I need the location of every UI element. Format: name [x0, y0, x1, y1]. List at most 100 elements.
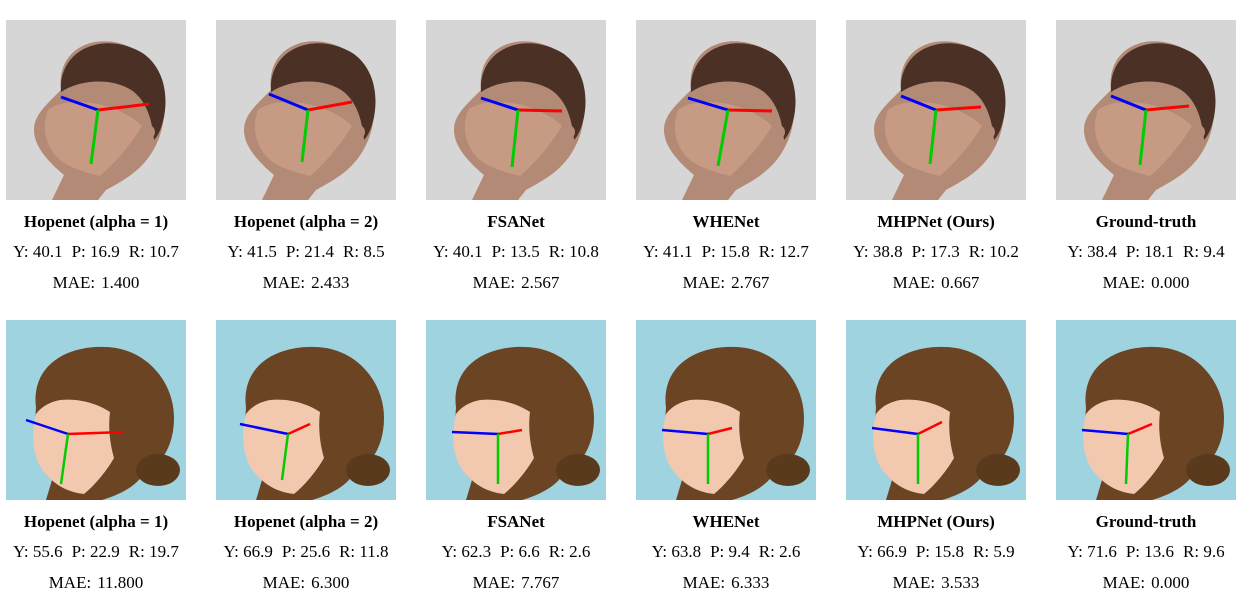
mae-readout: MAE: 0.000 — [1041, 273, 1241, 293]
mae-readout: MAE: 2.767 — [621, 273, 831, 293]
angle-readout: Y: 55.6 P: 22.9 R: 19.7 — [0, 542, 201, 562]
pitch-value: P: 16.9 — [71, 242, 120, 261]
pitch-value: P: 25.6 — [281, 542, 331, 561]
mae-readout: MAE: 1.400 — [0, 273, 201, 293]
mae-label: MAE: — [48, 573, 92, 592]
yaw-value: Y: 66.9 — [223, 542, 273, 561]
face-image — [1056, 320, 1236, 500]
result-card: Ground-truth Y: 71.6 P: 13.6 R: 9.6 MAE: 0.… — [1041, 300, 1241, 600]
mae-value: 0.000 — [1151, 273, 1190, 292]
method-name: FSANet — [487, 512, 545, 531]
method-name: Ground-truth — [1095, 512, 1197, 531]
mae-label: MAE: — [472, 273, 516, 292]
face-photo-3 — [426, 20, 606, 200]
mae-label: MAE: — [682, 573, 726, 592]
face-image — [6, 320, 186, 500]
yaw-value: Y: 66.9 — [857, 542, 907, 561]
face-image — [636, 20, 816, 200]
method-name: FSANet — [487, 212, 545, 231]
mae-label: MAE: — [1102, 573, 1146, 592]
face-photo-10 — [636, 320, 816, 500]
pitch-value: P: 13.5 — [491, 242, 540, 261]
mae-value: 0.000 — [1151, 573, 1190, 592]
result-card: Hopenet (alpha = 1) Y: 55.6 P: 22.9 R: 19.… — [0, 300, 201, 600]
angle-readout: Y: 66.9 P: 25.6 R: 11.8 — [201, 542, 411, 562]
angle-readout: Y: 63.8 P: 9.4 R: 2.6 — [621, 542, 831, 562]
mae-value: 2.567 — [521, 273, 560, 292]
roll-value: R: 9.6 — [1183, 542, 1225, 561]
yaw-value: Y: 71.6 — [1067, 542, 1117, 561]
angle-readout: Y: 38.4 P: 18.1 R: 9.4 — [1041, 242, 1241, 262]
mae-readout: MAE: 6.300 — [201, 573, 411, 593]
roll-value: R: 10.7 — [128, 242, 179, 261]
pitch-value: P: 18.1 — [1125, 242, 1175, 261]
row-1: Hopenet (alpha = 1) Y: 40.1 P: 16.9 R: 10.… — [0, 0, 1241, 300]
face-photo-9 — [426, 320, 606, 500]
face-photo-5 — [846, 20, 1026, 200]
face-photo-11 — [846, 320, 1026, 500]
pitch-value: P: 22.9 — [71, 542, 120, 561]
angle-readout: Y: 40.1 P: 13.5 R: 10.8 — [411, 242, 621, 262]
pitch-value: P: 15.8 — [915, 542, 965, 561]
result-card: Hopenet (alpha = 2) Y: 41.5 P: 21.4 R: 8.5… — [201, 0, 411, 300]
angle-readout: Y: 71.6 P: 13.6 R: 9.6 — [1041, 542, 1241, 562]
mae-value: 11.800 — [97, 573, 144, 592]
mae-label: MAE: — [262, 573, 306, 592]
yaw-value: Y: 38.8 — [853, 242, 903, 261]
face-photo-1 — [6, 20, 186, 200]
mae-value: 7.767 — [521, 573, 560, 592]
mae-value: 0.667 — [941, 273, 980, 292]
face-image — [846, 320, 1026, 500]
roll-value: R: 2.6 — [548, 542, 591, 561]
result-card: WHENet Y: 41.1 P: 15.8 R: 12.7 MAE: 2.767 — [621, 0, 831, 300]
method-name: Hopenet (alpha = 1) — [23, 212, 169, 231]
mae-readout: MAE: 6.333 — [621, 573, 831, 593]
face-image — [216, 320, 396, 500]
face-photo-6 — [1056, 20, 1236, 200]
face-photo-4 — [636, 20, 816, 200]
face-image — [426, 20, 606, 200]
roll-value: R: 9.4 — [1183, 242, 1225, 261]
result-card: Hopenet (alpha = 1) Y: 40.1 P: 16.9 R: 10.… — [0, 0, 201, 300]
method-name: MHPNet (Ours) — [877, 512, 995, 531]
mae-label: MAE: — [472, 573, 516, 592]
roll-value: R: 11.8 — [339, 542, 389, 561]
pitch-value: P: 17.3 — [911, 242, 960, 261]
mae-label: MAE: — [892, 273, 936, 292]
face-image — [426, 320, 606, 500]
result-card: MHPNet (Ours) Y: 38.8 P: 17.3 R: 10.2 MAE:… — [831, 0, 1041, 300]
method-name: Ground-truth — [1095, 212, 1197, 231]
result-card: MHPNet (Ours) Y: 66.9 P: 15.8 R: 5.9 MAE: 3… — [831, 300, 1041, 600]
angle-readout: Y: 41.1 P: 15.8 R: 12.7 — [621, 242, 831, 262]
yaw-value: Y: 38.4 — [1067, 242, 1117, 261]
result-card: FSANet Y: 40.1 P: 13.5 R: 10.8 MAE: 2.567 — [411, 0, 621, 300]
mae-value: 3.533 — [941, 573, 980, 592]
roll-value: R: 5.9 — [973, 542, 1015, 561]
yaw-value: Y: 40.1 — [13, 242, 63, 261]
result-card: Ground-truth Y: 38.4 P: 18.1 R: 9.4 MAE: 0.… — [1041, 0, 1241, 300]
method-name: MHPNet (Ours) — [877, 212, 995, 231]
yaw-value: Y: 55.6 — [13, 542, 63, 561]
result-card: WHENet Y: 63.8 P: 9.4 R: 2.6 MAE: 6.333 — [621, 300, 831, 600]
method-name: Hopenet (alpha = 2) — [233, 212, 379, 231]
result-card: FSANet Y: 62.3 P: 6.6 R: 2.6 MAE: 7.767 — [411, 300, 621, 600]
method-name: Hopenet (alpha = 2) — [233, 512, 379, 531]
angle-readout: Y: 41.5 P: 21.4 R: 8.5 — [201, 242, 411, 262]
mae-label: MAE: — [682, 273, 726, 292]
method-name: WHENet — [692, 512, 760, 531]
mae-readout: MAE: 2.433 — [201, 273, 411, 293]
mae-label: MAE: — [1102, 273, 1146, 292]
pitch-value: P: 9.4 — [710, 542, 750, 561]
yaw-value: Y: 41.1 — [643, 242, 693, 261]
mae-readout: MAE: 0.000 — [1041, 573, 1241, 593]
mae-label: MAE: — [52, 273, 96, 292]
face-image — [846, 20, 1026, 200]
face-photo-2 — [216, 20, 396, 200]
roll-value: R: 2.6 — [758, 542, 801, 561]
face-image — [216, 20, 396, 200]
roll-value: R: 12.7 — [758, 242, 809, 261]
face-photo-12 — [1056, 320, 1236, 500]
pitch-value: P: 15.8 — [701, 242, 750, 261]
angle-readout: Y: 66.9 P: 15.8 R: 5.9 — [831, 542, 1041, 562]
face-photo-8 — [216, 320, 396, 500]
